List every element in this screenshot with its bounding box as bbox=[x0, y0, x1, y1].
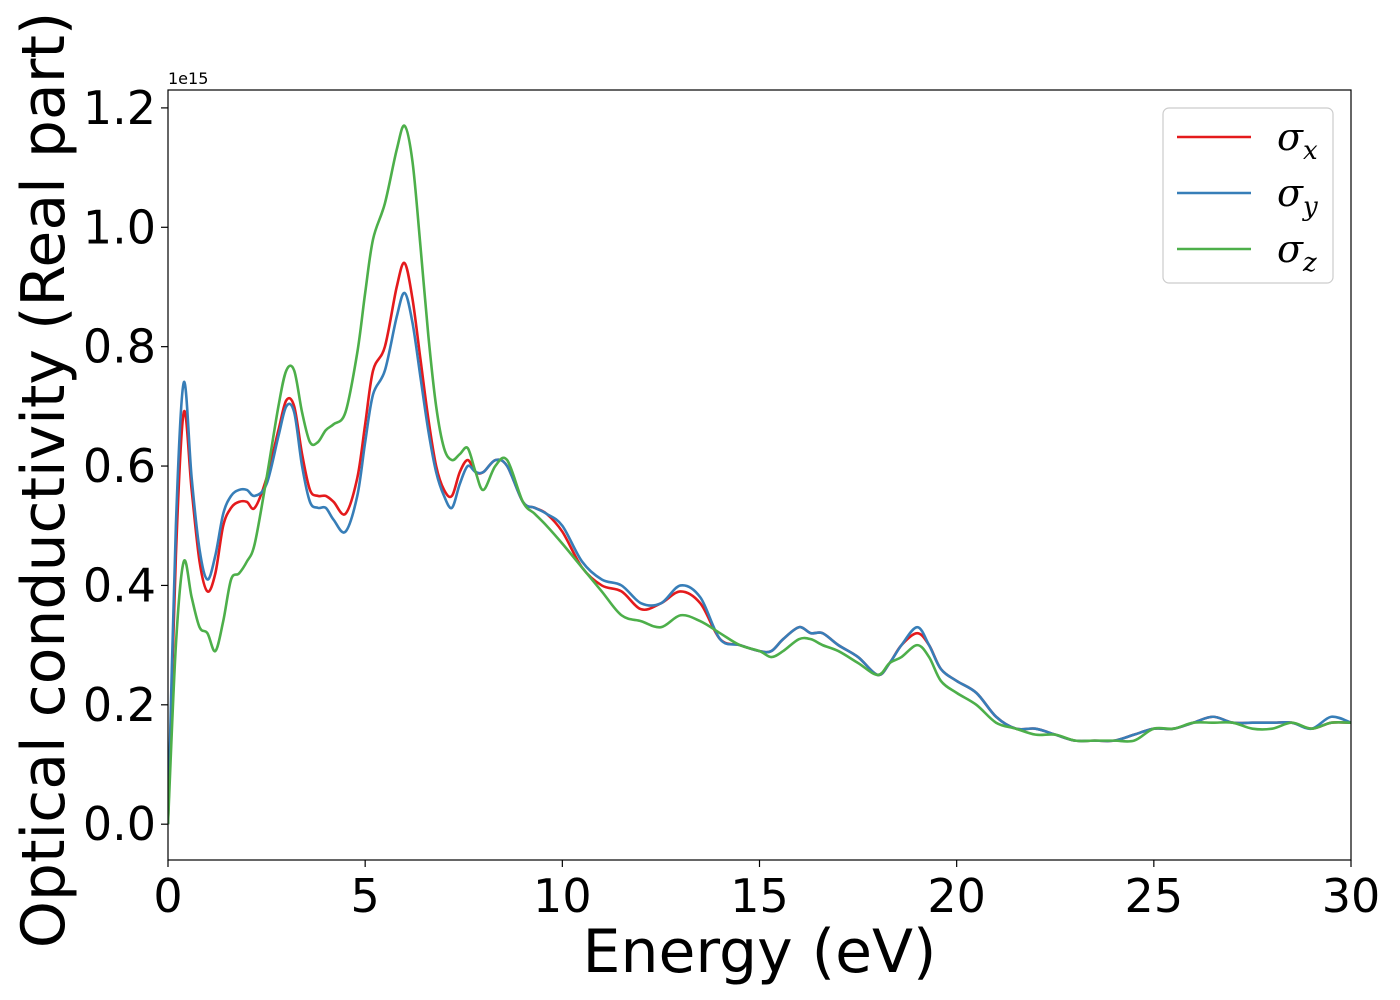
x-tick-label: 30 bbox=[1322, 869, 1381, 923]
legend-symbol: σ bbox=[1277, 115, 1304, 159]
y-tick-label: 0.8 bbox=[83, 320, 156, 374]
series-line-y bbox=[168, 291, 1351, 825]
y-tick-label: 0.0 bbox=[83, 797, 156, 851]
y-axis-title: Optical conductivity (Real part) bbox=[9, 12, 79, 949]
x-tick-label: 5 bbox=[351, 869, 380, 923]
y-tick-label: 0.6 bbox=[83, 439, 156, 493]
legend-label-y: σy bbox=[1277, 171, 1318, 222]
x-tick-label: 25 bbox=[1125, 869, 1184, 923]
y-tick-label: 0.2 bbox=[83, 678, 156, 732]
legend-subscript: y bbox=[1302, 192, 1318, 222]
y-tick-label: 1.0 bbox=[83, 200, 156, 254]
y-offset-label: 1e15 bbox=[168, 69, 208, 88]
legend-symbol: σ bbox=[1277, 227, 1304, 271]
x-tick-label: 15 bbox=[730, 869, 789, 923]
legend-label-z: σz bbox=[1277, 227, 1317, 278]
legend-symbol: σ bbox=[1277, 171, 1304, 215]
x-axis-title: Energy (eV) bbox=[583, 917, 937, 987]
legend-box bbox=[1162, 107, 1334, 284]
x-tick-label: 0 bbox=[153, 869, 182, 923]
legend-label-x: σx bbox=[1277, 115, 1318, 166]
y-tick-label: 0.4 bbox=[83, 558, 156, 612]
series-line-z bbox=[168, 124, 1351, 825]
x-tick-label: 20 bbox=[927, 869, 986, 923]
x-tick-label: 10 bbox=[533, 869, 592, 923]
legend-subscript: x bbox=[1303, 136, 1318, 166]
axes-layer: 0 5 10 15 20 25 30 0.0 0.2 0.4 0.6 0.8 1.0 1.2 bbox=[83, 81, 1380, 923]
legend-subscript: z bbox=[1302, 248, 1317, 278]
series-layer bbox=[168, 124, 1351, 825]
y-tick-label: 1.2 bbox=[83, 81, 156, 135]
series-line-x bbox=[168, 261, 1351, 825]
